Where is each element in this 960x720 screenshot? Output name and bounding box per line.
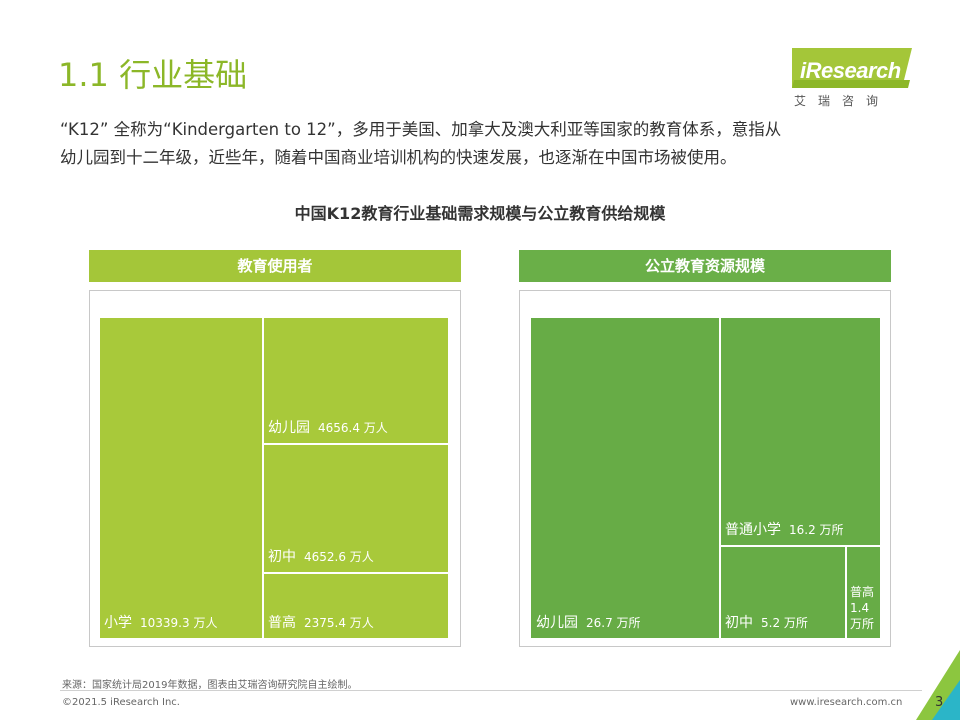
source-note: 来源：国家统计局2019年数据，图表由艾瑞咨询研究院自主绘制。 — [62, 680, 358, 691]
cell-name: 初中 — [268, 549, 296, 565]
corner-decoration-icon — [916, 650, 960, 720]
intro-line-1: “K12” 全称为“Kindergarten to 12”，多用于美国、加拿大及… — [60, 120, 782, 139]
logo-subtitle: 艾瑞咨询 — [794, 94, 891, 108]
iresearch-logo: iResearch 艾瑞咨询 — [792, 48, 912, 108]
footer-divider — [60, 690, 922, 691]
cell-value: 16.2 万所 — [789, 523, 844, 537]
page-title: 1.1 行业基础 — [58, 56, 248, 94]
cell-name: 小学 — [104, 615, 132, 631]
cell-value: 2375.4 万人 — [304, 616, 374, 630]
treemap-cell-junior-students: 初中 4652.6 万人 — [263, 444, 449, 573]
treemap-cell-kindergarten-students: 幼儿园 4656.4 万人 — [263, 317, 449, 444]
cell-value: 4652.6 万人 — [304, 550, 374, 564]
cell-name: 普高 — [850, 585, 875, 599]
cell-value-unit: 万所 — [850, 617, 875, 631]
cell-label-primary-schools: 普通小学 16.2 万所 — [725, 519, 844, 539]
cell-name: 初中 — [725, 615, 753, 631]
cell-label-kindergarten: 幼儿园 4656.4 万人 — [268, 417, 388, 437]
intro-line-2: 幼儿园到十二年级，近些年，随着中国商业培训机构的快速发展，也逐渐在中国市场被使用… — [60, 148, 737, 167]
panel-header-public-resources: 公立教育资源规模 — [519, 250, 891, 282]
cell-name: 普高 — [268, 615, 296, 631]
treemap-cell-kindergartens: 幼儿园 26.7 万所 — [530, 317, 720, 639]
logo-badge-shape — [792, 48, 912, 88]
treemap-cell-junior-schools: 初中 5.2 万所 — [720, 546, 846, 639]
cell-value: 10339.3 万人 — [140, 616, 218, 630]
website-link[interactable]: www.iresearch.com.cn — [790, 697, 903, 708]
cell-label-senior-schools: 普高 1.4 万所 — [850, 584, 874, 632]
cell-label-senior: 普高 2375.4 万人 — [268, 612, 374, 632]
copyright-text: ©2021.5 iResearch Inc. — [62, 697, 180, 708]
cell-label-kindergartens: 幼儿园 26.7 万所 — [536, 612, 641, 632]
treemap-cell-senior-students: 普高 2375.4 万人 — [263, 573, 449, 639]
cell-label-junior-schools: 初中 5.2 万所 — [725, 612, 808, 632]
treemap-cell-primary-students: 小学 10339.3 万人 — [99, 317, 263, 639]
page-number: 3 — [935, 695, 944, 710]
cell-value: 4656.4 万人 — [318, 421, 388, 435]
treemap-cell-primary-schools: 普通小学 16.2 万所 — [720, 317, 881, 546]
treemap-education-users: 小学 10339.3 万人 幼儿园 4656.4 万人 初中 4652.6 万人 普高… — [89, 290, 461, 647]
panel-header-education-users: 教育使用者 — [89, 250, 461, 282]
treemap-cell-senior-schools: 普高 1.4 万所 — [846, 546, 881, 639]
cell-label-junior: 初中 4652.6 万人 — [268, 546, 374, 566]
cell-name: 幼儿园 — [268, 420, 310, 436]
chart-title: 中国K12教育行业基础需求规模与公立教育供给规模 — [294, 204, 666, 223]
cell-name: 普通小学 — [725, 522, 781, 538]
cell-value-number: 1.4 — [850, 601, 870, 615]
cell-name: 幼儿园 — [536, 615, 578, 631]
cell-label-primary: 小学 10339.3 万人 — [104, 612, 217, 632]
intro-paragraph: “K12” 全称为“Kindergarten to 12”，多用于美国、加拿大及… — [60, 116, 920, 172]
logo-wordmark: iResearch — [800, 58, 901, 83]
cell-value: 26.7 万所 — [586, 616, 641, 630]
cell-value: 5.2 万所 — [761, 616, 808, 630]
treemap-public-resources: 幼儿园 26.7 万所 普通小学 16.2 万所 初中 5.2 万所 普高 1.4 万… — [519, 290, 891, 647]
